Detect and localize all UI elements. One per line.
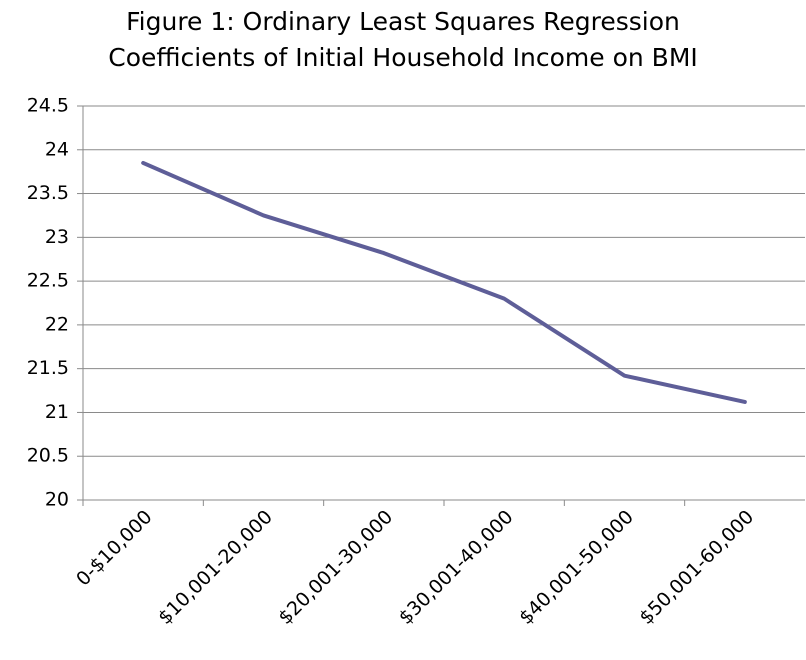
y-tick-label: 24.5: [27, 95, 69, 117]
y-tick-label: 20: [45, 489, 69, 511]
x-tick-label: 0-$10,000: [72, 506, 157, 591]
x-tick-label: $10,001-20,000: [154, 506, 277, 629]
x-tick-label: $20,001-30,000: [274, 506, 397, 629]
y-tick-label: 24: [45, 138, 69, 160]
x-tick-label: $30,001-40,000: [395, 506, 518, 629]
y-tick-label: 21: [45, 401, 69, 423]
data-line: [141, 160, 747, 404]
y-tick-label: 23.5: [27, 182, 69, 204]
x-tick-label: $50,001-60,000: [635, 506, 758, 629]
x-tick-label: $40,001-50,000: [515, 506, 638, 629]
y-tick-label: 22.5: [27, 270, 69, 292]
y-tick-label: 22: [45, 313, 69, 335]
chart-title: Figure 1: Ordinary Least Squares Regress…: [108, 7, 698, 72]
y-tick-label: 23: [45, 226, 69, 248]
y-tick-label: 20.5: [27, 445, 69, 467]
y-tick-label: 21.5: [27, 357, 69, 379]
